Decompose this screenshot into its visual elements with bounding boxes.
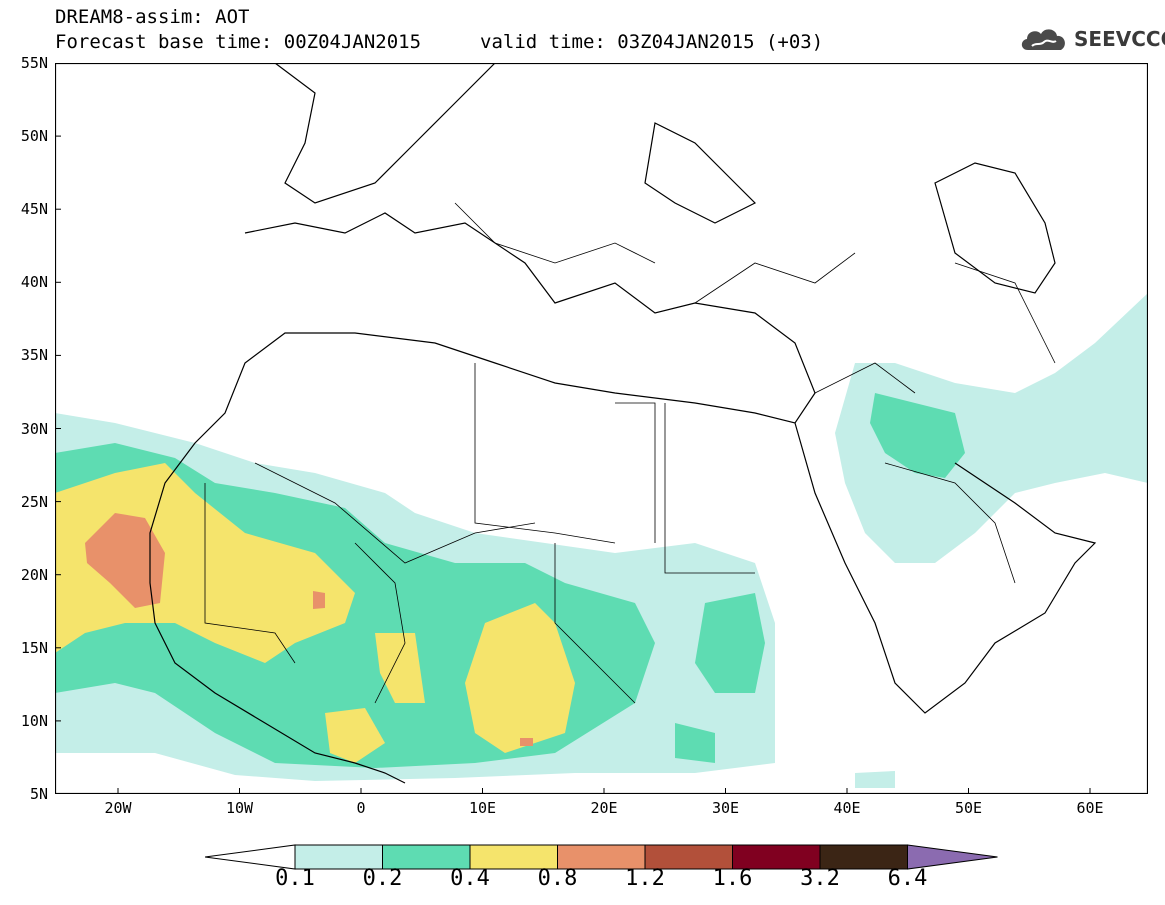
lat-label: 10N [20, 711, 48, 730]
colorbar-label: 3.2 [800, 866, 840, 891]
aot-map [55, 63, 1148, 794]
axis-ticks [55, 63, 1091, 794]
lat-label: 35N [20, 346, 48, 365]
valid-time: valid time: 03Z04JAN2015 (+03) [480, 31, 824, 53]
lon-label: 40E [833, 799, 861, 817]
lon-label: 10E [468, 799, 497, 817]
lat-label: 30N [20, 419, 48, 438]
lon-label: 60E [1076, 799, 1104, 817]
colorbar-cell [382, 844, 471, 870]
color-bar-labels: 0.1 0.2 0.4 0.8 1.2 1.6 3.2 6.4 [0, 866, 1165, 894]
colorbar-label: 0.1 [275, 866, 315, 891]
colorbar-label: 0.8 [537, 866, 578, 891]
colorbar-cell [469, 844, 558, 870]
lat-label: 25N [20, 492, 48, 511]
lat-label: 20N [20, 565, 48, 584]
colorbar-cell [732, 844, 821, 870]
colorbar-label: 0.4 [450, 866, 490, 891]
lon-label: 0 [356, 799, 366, 817]
colorbar-cell [557, 844, 646, 870]
colorbar-cell [819, 844, 908, 870]
lat-label: 40N [20, 273, 48, 292]
cloud-icon [1021, 29, 1065, 50]
forecast-base-time: Forecast base time: 00Z04JAN2015 [55, 31, 422, 53]
lon-label: 20E [590, 799, 618, 817]
seevccc-logo: SEEVCCC [1018, 24, 1165, 54]
lat-label: 45N [20, 200, 48, 219]
colorbar-label: 0.2 [362, 866, 403, 891]
color-bar [205, 844, 998, 870]
colorbar-upper-arrow [907, 844, 998, 870]
aot-level-0.8 [85, 513, 533, 746]
lat-label: 15N [20, 638, 48, 657]
lon-label: 30E [711, 799, 740, 817]
country-borders [204, 202, 1056, 704]
coastlines [149, 63, 1097, 784]
lat-label: 50N [20, 127, 48, 146]
lon-label: 50E [954, 799, 983, 817]
colorbar-label: 1.6 [712, 866, 753, 891]
map-title: DREAM8-assim: AOT [55, 6, 250, 28]
colorbar-label: 1.2 [625, 866, 665, 891]
lat-label: 55N [20, 54, 48, 72]
colorbar-label: 6.4 [887, 866, 928, 891]
lat-label: 5N [29, 785, 48, 803]
logo-text: SEEVCCC [1074, 27, 1165, 51]
colorbar-cell [644, 844, 733, 870]
lon-label: 20W [104, 799, 132, 817]
lon-label: 10W [225, 799, 254, 817]
